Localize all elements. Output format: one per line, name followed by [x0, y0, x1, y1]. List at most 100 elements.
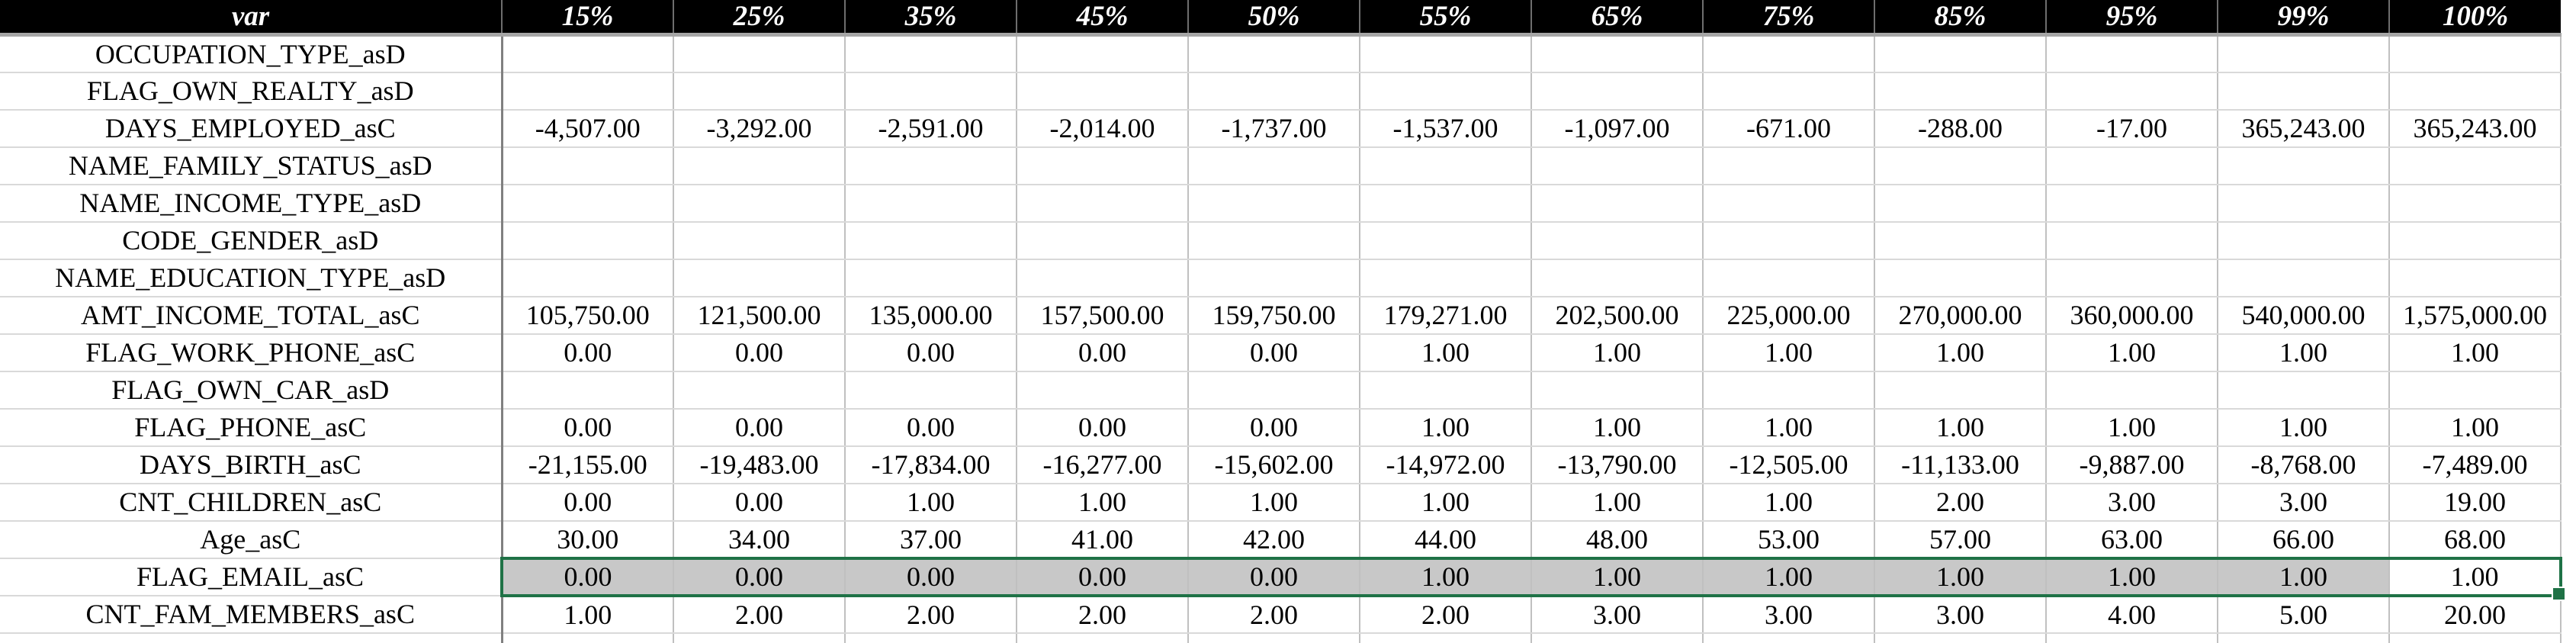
cell[interactable]: [1874, 221, 2047, 260]
cell[interactable]: 1.00: [1874, 333, 2047, 372]
cell[interactable]: [1703, 632, 1875, 643]
cell[interactable]: 0.00: [1188, 333, 1360, 372]
cell[interactable]: [2046, 632, 2218, 643]
cell[interactable]: [2389, 72, 2562, 111]
cell[interactable]: [1360, 632, 1532, 643]
cell[interactable]: [845, 72, 1017, 111]
cell[interactable]: [845, 632, 1017, 643]
cell[interactable]: [845, 146, 1017, 185]
cell[interactable]: [1017, 34, 1189, 73]
cell[interactable]: [1531, 259, 1704, 297]
cell[interactable]: 0.00: [1188, 408, 1360, 447]
cell[interactable]: [1874, 34, 2047, 73]
cell[interactable]: 3.00: [1874, 595, 2047, 634]
cell[interactable]: [502, 146, 674, 185]
cell[interactable]: [845, 221, 1017, 260]
cell[interactable]: 2.00: [673, 595, 846, 634]
cell[interactable]: 3.00: [2046, 483, 2218, 522]
cell[interactable]: -21,155.00: [502, 445, 674, 484]
cell[interactable]: 42.00: [1188, 520, 1360, 559]
cell[interactable]: -1,537.00: [1360, 109, 1532, 148]
cell[interactable]: [845, 34, 1017, 73]
cell[interactable]: 157,500.00: [1017, 296, 1189, 335]
cell[interactable]: [1360, 371, 1532, 410]
cell[interactable]: [1703, 146, 1875, 185]
cell[interactable]: -288.00: [1874, 109, 2047, 148]
cell[interactable]: [2218, 34, 2390, 73]
cell[interactable]: [673, 371, 846, 410]
cell[interactable]: -15,602.00: [1188, 445, 1360, 484]
cell[interactable]: 1.00: [1531, 408, 1704, 447]
column-header-75pct[interactable]: 75%: [1703, 0, 1875, 37]
cell[interactable]: 0.00: [1017, 408, 1189, 447]
cell[interactable]: [1188, 259, 1360, 297]
cell[interactable]: [1017, 72, 1189, 111]
cell[interactable]: 2.00: [1017, 595, 1189, 634]
cell[interactable]: -1,097.00: [1531, 109, 1704, 148]
cell[interactable]: 1.00: [2046, 408, 2218, 447]
row-label[interactable]: DAYS_EMPLOYED_asC: [0, 109, 503, 148]
cell[interactable]: [1017, 184, 1189, 223]
cell[interactable]: 2.00: [845, 595, 1017, 634]
cell[interactable]: 0.00: [845, 333, 1017, 372]
cell[interactable]: [2389, 34, 2562, 73]
cell[interactable]: [1874, 371, 2047, 410]
cell[interactable]: [1531, 184, 1704, 223]
column-header-100pct[interactable]: 100%: [2389, 0, 2561, 37]
fill-handle[interactable]: [2552, 586, 2566, 601]
cell[interactable]: [2046, 34, 2218, 73]
cell[interactable]: [1703, 371, 1875, 410]
cell[interactable]: -11,133.00: [1874, 445, 2047, 484]
cell[interactable]: 1.00: [1874, 556, 2047, 597]
cell[interactable]: [2046, 259, 2218, 297]
cell[interactable]: 1.00: [2218, 333, 2390, 372]
cell[interactable]: [1703, 184, 1875, 223]
cell[interactable]: 365,243.00: [2389, 109, 2562, 148]
cell[interactable]: [1017, 259, 1189, 297]
cell[interactable]: 179,271.00: [1360, 296, 1532, 335]
row-label[interactable]: AMT_INCOME_TOTAL_asC: [0, 296, 503, 335]
cell[interactable]: [1188, 72, 1360, 111]
cell[interactable]: [845, 259, 1017, 297]
cell[interactable]: 0.00: [673, 483, 846, 522]
cell[interactable]: 360,000.00: [2046, 296, 2218, 335]
cell[interactable]: [1531, 221, 1704, 260]
cell[interactable]: 68.00: [2389, 520, 2562, 559]
cell[interactable]: 3.00: [1531, 595, 1704, 634]
cell[interactable]: [673, 34, 846, 73]
row-label[interactable]: OCCUPATION_TYPE_asD: [0, 34, 503, 73]
row-label[interactable]: CODE_GENDER_asD: [0, 221, 503, 260]
cell[interactable]: [0, 632, 503, 643]
cell[interactable]: [2046, 146, 2218, 185]
cell[interactable]: [502, 259, 674, 297]
cell[interactable]: [1188, 371, 1360, 410]
cell[interactable]: [502, 632, 674, 643]
row-label[interactable]: CNT_CHILDREN_asC: [0, 483, 503, 522]
cell[interactable]: 1.00: [2218, 408, 2390, 447]
cell[interactable]: 0.00: [673, 408, 846, 447]
cell[interactable]: 0.00: [1188, 556, 1360, 597]
row-label[interactable]: NAME_INCOME_TYPE_asD: [0, 184, 503, 223]
cell[interactable]: [1360, 259, 1532, 297]
cell[interactable]: 63.00: [2046, 520, 2218, 559]
row-label[interactable]: FLAG_OWN_CAR_asD: [0, 371, 503, 410]
cell[interactable]: [1874, 632, 2047, 643]
cell[interactable]: [2218, 184, 2390, 223]
column-header-95pct[interactable]: 95%: [2046, 0, 2218, 37]
cell[interactable]: 1.00: [1360, 408, 1532, 447]
cell[interactable]: [502, 72, 674, 111]
cell[interactable]: [1703, 221, 1875, 260]
cell[interactable]: [2046, 184, 2218, 223]
cell[interactable]: [1188, 184, 1360, 223]
column-header-55pct[interactable]: 55%: [1360, 0, 1532, 37]
cell[interactable]: 37.00: [845, 520, 1017, 559]
cell[interactable]: 1.00: [1017, 483, 1189, 522]
cell[interactable]: 1.00: [1874, 408, 2047, 447]
cell[interactable]: [1017, 221, 1189, 260]
cell[interactable]: [1874, 72, 2047, 111]
cell[interactable]: 1.00: [2389, 408, 2562, 447]
cell[interactable]: 0.00: [845, 408, 1017, 447]
column-header-85pct[interactable]: 85%: [1874, 0, 2047, 37]
cell[interactable]: 48.00: [1531, 520, 1704, 559]
cell[interactable]: 1.00: [1531, 483, 1704, 522]
